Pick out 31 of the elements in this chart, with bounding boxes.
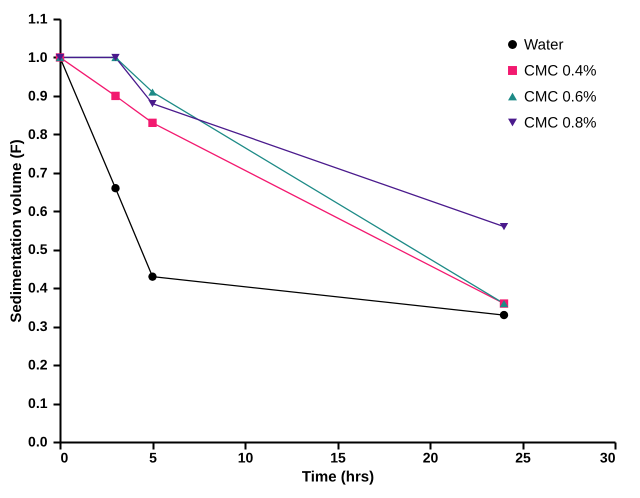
y-tick-label: 0.7 [28,164,48,180]
legend-label: Water [524,36,564,54]
x-tick-label: 25 [515,450,531,466]
y-tick-label: 1.1 [28,10,48,26]
y-tick-label: 0.0 [28,434,48,450]
y-tick-label: 0.1 [28,395,48,412]
y-tick-label: 0.3 [28,318,48,334]
x-tick-label: 20 [422,450,438,466]
x-tick-label: 10 [238,450,254,466]
point [148,88,157,96]
y-tick-label: 0.8 [28,126,48,142]
point [500,310,508,320]
y-tick-label: 1.0 [28,48,48,65]
x-axis-title: Time (hrs) [302,468,374,486]
x-tick-label: 15 [330,450,346,466]
x-tick-label: 5 [149,450,158,466]
legend-label: CMC 0.6% [524,88,597,106]
x-tick-label: 0 [60,450,68,466]
y-tick-label: 0.9 [28,87,48,104]
point [148,272,157,281]
y-tick-label: 0.6 [28,202,48,219]
y-axis-title: Sedimentation volume (F) [8,139,26,323]
legend-label: CMC 0.4% [524,62,597,80]
y-tick-label: 0.2 [28,356,48,373]
y-tick-label: 0.5 [28,241,48,258]
y-tick-label: 0.4 [28,280,48,296]
x-tick-label: 30 [600,450,616,466]
legend-label: CMC 0.8% [524,114,597,132]
point [111,92,120,100]
point [148,118,157,128]
point [111,184,120,192]
